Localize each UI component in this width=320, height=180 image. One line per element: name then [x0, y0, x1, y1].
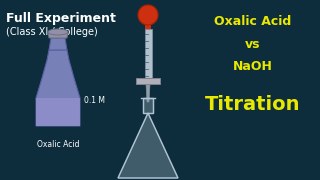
- Polygon shape: [145, 29, 151, 84]
- Polygon shape: [118, 113, 178, 178]
- Text: NaOH: NaOH: [233, 60, 273, 73]
- Text: (Class XI / College): (Class XI / College): [6, 27, 98, 37]
- Ellipse shape: [48, 29, 68, 35]
- Polygon shape: [146, 84, 150, 102]
- Text: Oxalic Acid: Oxalic Acid: [214, 15, 292, 28]
- Text: Oxalic Acid: Oxalic Acid: [37, 140, 79, 149]
- Polygon shape: [143, 98, 153, 113]
- Text: 0.1 M: 0.1 M: [84, 96, 105, 105]
- Polygon shape: [48, 32, 68, 38]
- Ellipse shape: [138, 5, 158, 25]
- Polygon shape: [36, 98, 80, 126]
- Polygon shape: [36, 50, 80, 126]
- Text: vs: vs: [245, 38, 261, 51]
- Polygon shape: [145, 23, 151, 29]
- FancyBboxPatch shape: [136, 78, 160, 84]
- Text: Full Experiment: Full Experiment: [6, 12, 116, 25]
- Text: Titration: Titration: [205, 95, 301, 114]
- Polygon shape: [49, 38, 67, 50]
